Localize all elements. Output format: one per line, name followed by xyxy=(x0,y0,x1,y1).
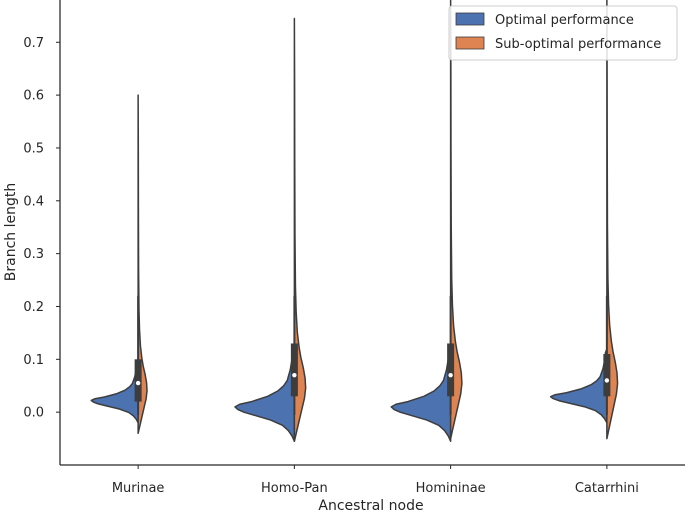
violin-median-dot xyxy=(292,372,297,378)
x-axis-label: Ancestral node xyxy=(318,498,423,514)
violin-optimal-half xyxy=(234,342,296,442)
violin-suboptimal-half xyxy=(137,94,148,435)
y-tick-label: 0.7 xyxy=(23,36,44,51)
violin-iqr-box xyxy=(603,354,611,397)
y-tick-label: 0.6 xyxy=(23,89,44,104)
violins-group xyxy=(90,0,619,442)
legend: Optimal performance Sub-optimal performa… xyxy=(448,5,678,61)
y-tick-label: 0.5 xyxy=(23,141,44,156)
legend-label-optimal: Optimal performance xyxy=(495,13,634,28)
y-tick-label: 0.1 xyxy=(23,353,44,368)
y-axis-label: Branch length xyxy=(3,183,19,281)
y-tick-label: 0.0 xyxy=(23,406,44,421)
violin-optimal-half xyxy=(549,348,608,424)
violin-suboptimal-half xyxy=(449,0,463,440)
violin-iqr-box xyxy=(134,359,142,402)
legend-swatch-optimal xyxy=(455,12,485,26)
violin-median-dot xyxy=(448,372,453,378)
violin-iqr-box xyxy=(290,343,298,397)
x-tick-label: Catarrhini xyxy=(575,481,639,496)
x-tick-label: Murinae xyxy=(112,481,165,496)
legend-swatch-suboptimal xyxy=(455,36,485,50)
violin-optimal-half xyxy=(390,342,452,442)
legend-label-suboptimal: Sub-optimal performance xyxy=(495,37,661,52)
violin-optimal-half xyxy=(90,358,139,424)
legend-frame xyxy=(448,5,678,61)
y-tick-label: 0.4 xyxy=(23,194,44,209)
violin-suboptimal-half xyxy=(293,17,307,442)
y-tick-labels: 0.0 0.1 0.2 0.3 0.4 0.5 0.6 0.7 xyxy=(23,36,60,421)
violin-iqr-box xyxy=(447,343,455,397)
violin-median-dot xyxy=(604,378,610,383)
y-tick-label: 0.3 xyxy=(23,247,44,262)
x-tick-labels: Murinae Homo-Pan Homininae Catarrhini xyxy=(112,465,639,496)
x-tick-label: Homininae xyxy=(416,481,486,496)
violin-median-dot xyxy=(135,380,141,386)
x-tick-label: Homo-Pan xyxy=(261,481,328,496)
y-tick-label: 0.2 xyxy=(23,300,44,315)
violin-suboptimal-half xyxy=(606,0,619,440)
